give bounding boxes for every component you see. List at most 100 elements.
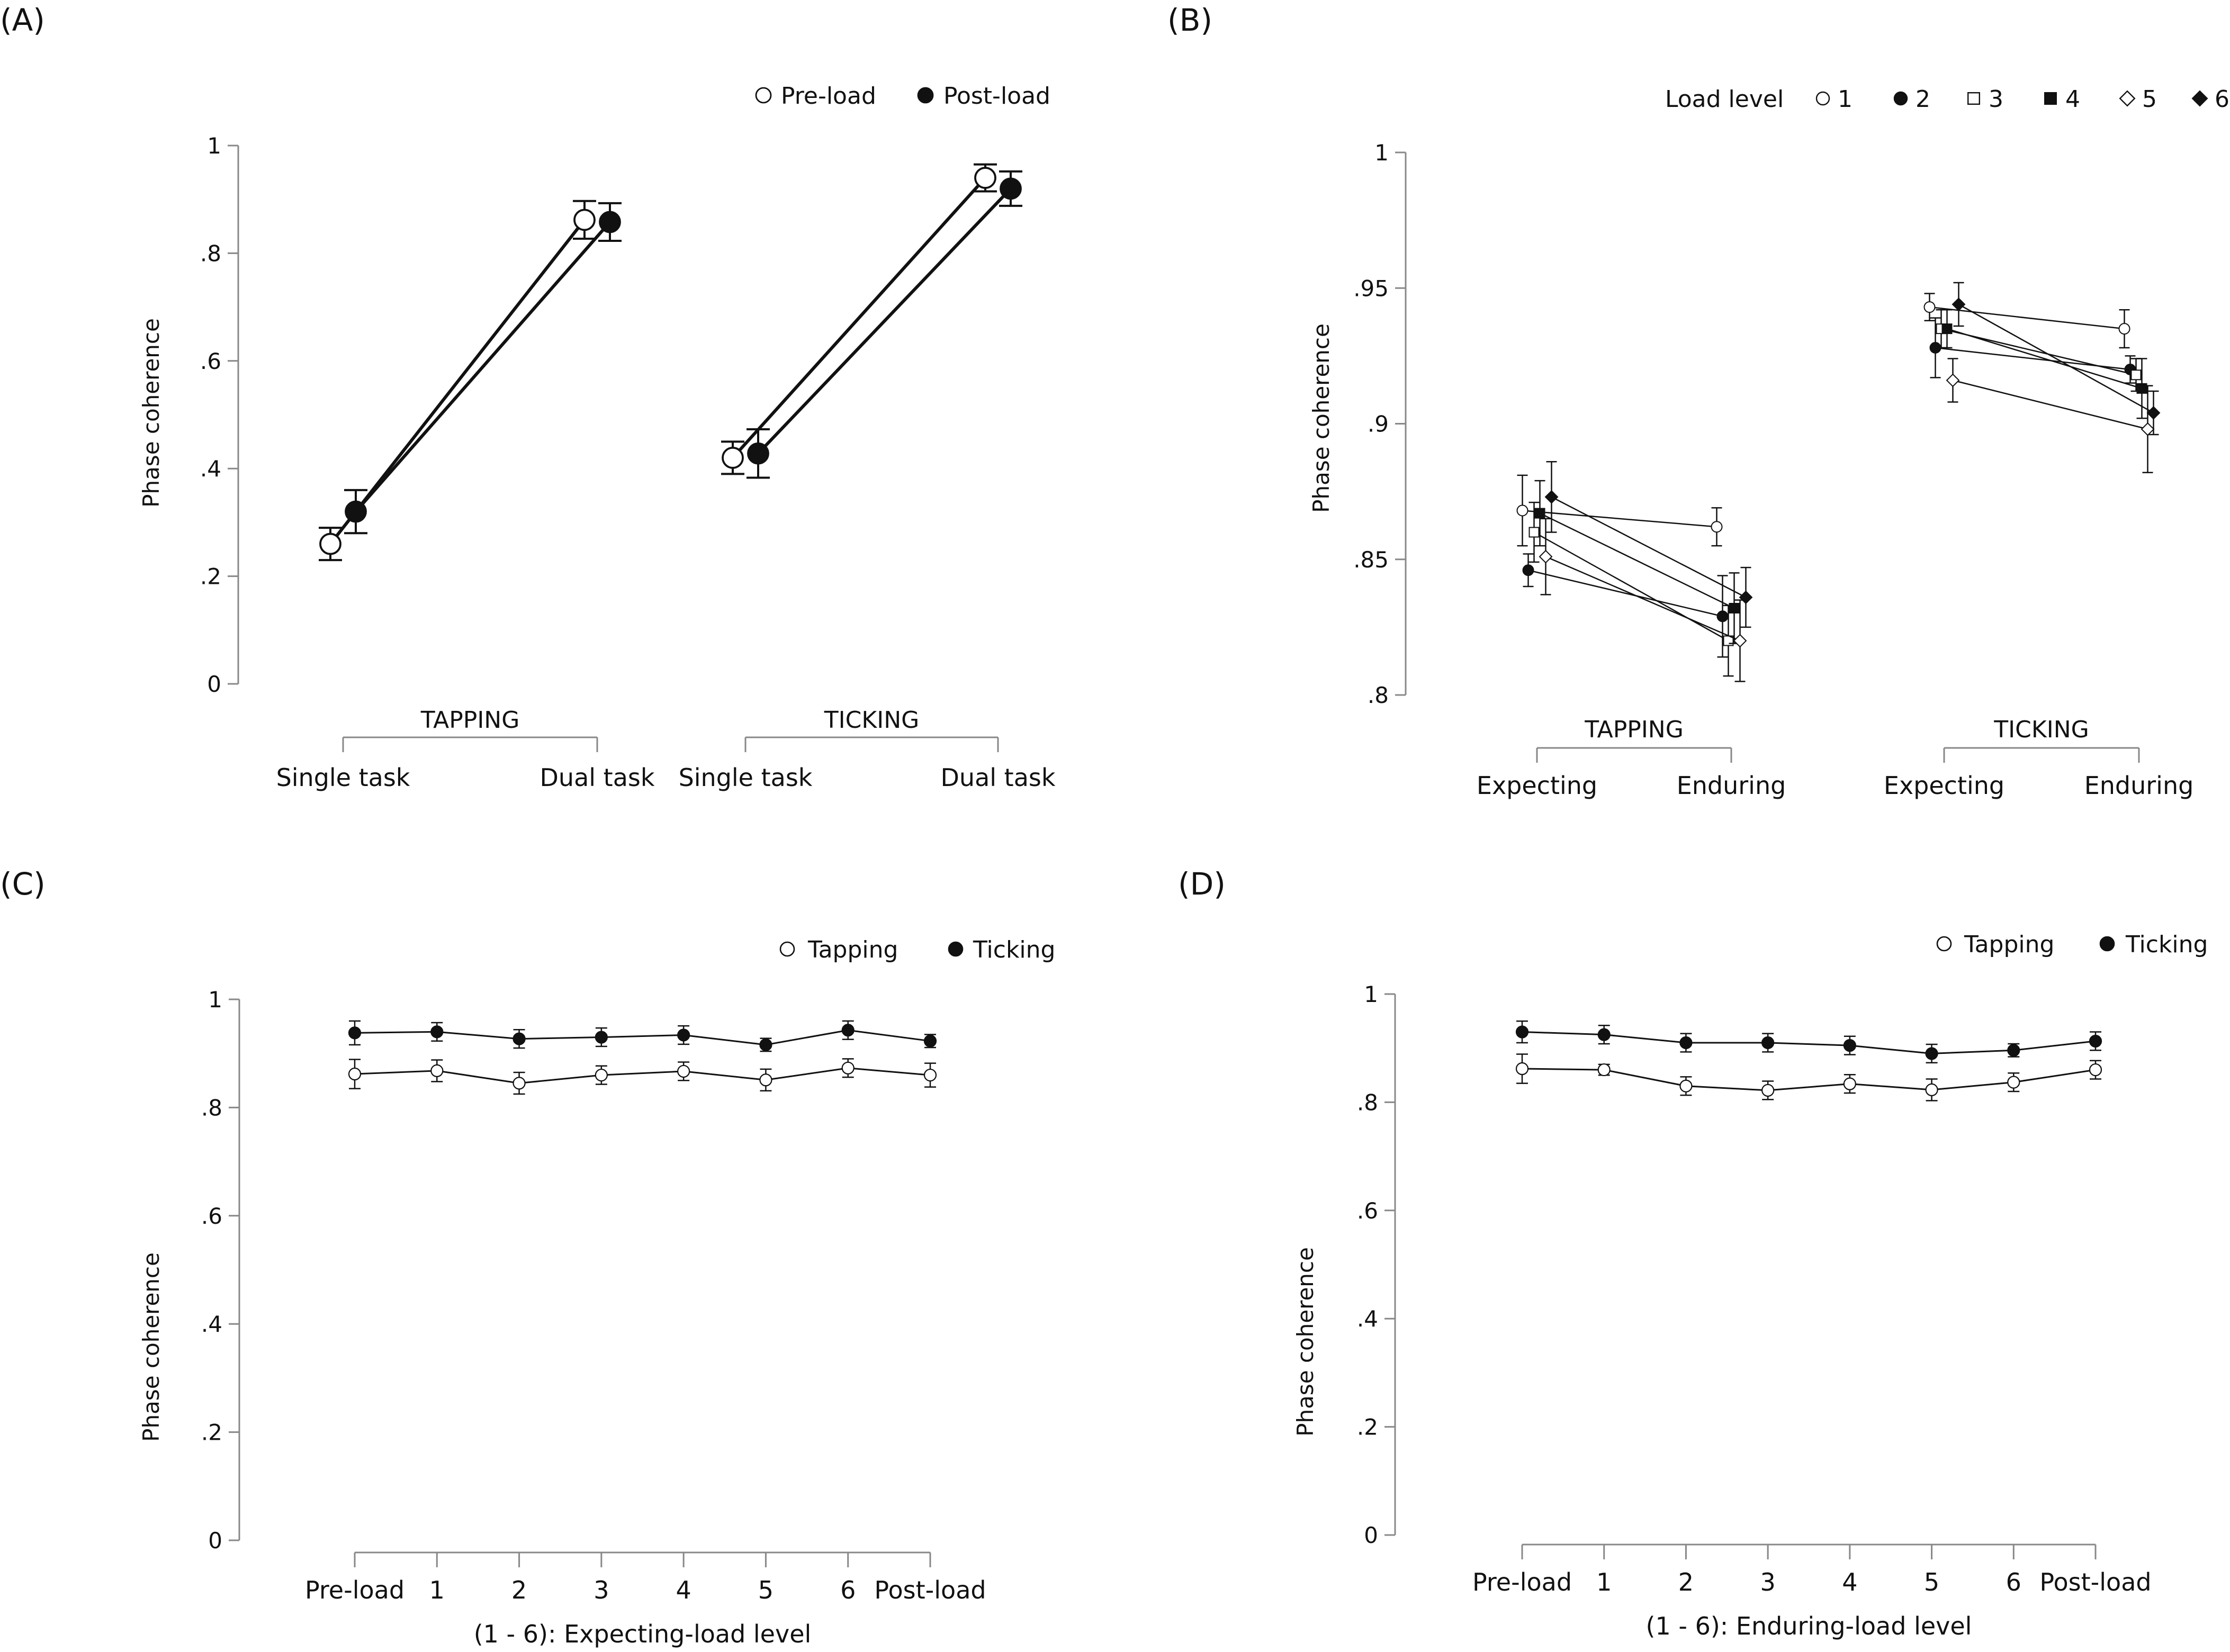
x-tick-label: Post-load xyxy=(2039,1568,2151,1596)
y-tick-label: .8 xyxy=(1368,682,1389,708)
panel-b: (B) Phase coherence .8 .85 .9 .95 1 TAPPING Expe… xyxy=(1167,2,2229,800)
data-point xyxy=(595,1031,608,1044)
legend-item: 5 xyxy=(2119,86,2157,113)
panel-label: (D) xyxy=(1178,866,1226,902)
legend-item: 4 xyxy=(2044,86,2080,113)
series-2 xyxy=(1522,317,2136,658)
y-tick-label: 1 xyxy=(207,133,221,159)
series-1 xyxy=(1516,293,2130,547)
x-category-label: Expecting xyxy=(1884,771,2004,800)
series-line xyxy=(1522,510,1717,528)
group-bracket xyxy=(1536,747,1732,763)
legend-marker xyxy=(1893,91,1908,106)
y-tick-label: 0 xyxy=(208,1528,222,1554)
y-tick-label: .85 xyxy=(1353,547,1389,573)
panel-a: (A) Phase coherence 0 .2 .4 .6 .8 1 TAPPING Singl… xyxy=(0,2,1056,792)
legend-label: 5 xyxy=(2142,86,2157,113)
y-axis-label: Phase coherence xyxy=(1308,323,1334,513)
y-tick-label: .2 xyxy=(1357,1414,1378,1440)
series-4 xyxy=(1534,309,2147,644)
legend-marker xyxy=(948,941,964,957)
data-point xyxy=(2118,323,2130,335)
x-tick-label: 4 xyxy=(676,1576,691,1604)
data-point xyxy=(573,209,596,231)
x-tick-label: 3 xyxy=(594,1576,609,1604)
legend-item: Ticking xyxy=(2099,931,2208,958)
data-point xyxy=(2146,406,2161,420)
legend-label: 1 xyxy=(1838,86,1853,113)
data-point xyxy=(348,1026,362,1040)
y-tick-label: 1 xyxy=(208,987,222,1013)
data-point xyxy=(923,1068,937,1082)
legend-item: Tapping xyxy=(779,936,898,963)
data-point xyxy=(1534,508,1545,519)
legend: Tapping Ticking xyxy=(779,936,1055,963)
legend-label: Pre-load xyxy=(781,83,876,110)
series-3 xyxy=(1528,309,2142,677)
legend-label: 4 xyxy=(2065,86,2080,113)
series-line xyxy=(1929,306,2125,330)
y-tick-label: .6 xyxy=(1357,1198,1378,1224)
series-line xyxy=(354,1067,931,1084)
y-tick-label: .6 xyxy=(200,348,221,374)
series-line xyxy=(1539,512,1735,609)
x-category-label: Enduring xyxy=(1677,771,1786,800)
legend-item: 2 xyxy=(1893,86,1930,113)
y-tick-label: .95 xyxy=(1353,275,1389,301)
group-label: TICKING xyxy=(1993,716,2089,743)
y-tick-label: .8 xyxy=(200,240,221,266)
data-point xyxy=(722,446,744,469)
x-tick-label: 1 xyxy=(1596,1568,1612,1596)
series-line xyxy=(1947,328,2142,390)
legend-label: Ticking xyxy=(973,936,1055,963)
series-tapping xyxy=(348,1058,937,1095)
y-tick-label: 0 xyxy=(207,671,221,697)
data-point xyxy=(1515,1062,1529,1076)
data-point xyxy=(841,1024,855,1037)
data-point xyxy=(1941,323,1953,335)
y-tick-label: 0 xyxy=(1364,1522,1378,1548)
data-point xyxy=(599,211,621,233)
data-point xyxy=(1761,1036,1775,1050)
x-tick-label: Pre-load xyxy=(1472,1568,1572,1596)
legend-title: Load level xyxy=(1665,86,1784,113)
x-category-label: Dual task xyxy=(540,763,655,792)
data-point xyxy=(345,500,367,523)
legend-item: 6 xyxy=(2191,86,2229,113)
data-point xyxy=(1544,490,1559,504)
series-line xyxy=(354,221,612,513)
series-tapping xyxy=(1515,1053,2102,1102)
series-ticking xyxy=(348,1020,937,1052)
series-6 xyxy=(1544,282,2161,628)
legend-item: Ticking xyxy=(948,936,1055,963)
data-point xyxy=(1515,1025,1529,1039)
legend-marker xyxy=(1815,91,1830,106)
panel-c: (C) Phase coherence 0 .2 .4 .6 .8 1 Pre-load 1 2 3 4… xyxy=(0,866,1055,1648)
x-tick-label: 1 xyxy=(429,1576,445,1604)
legend-label: 3 xyxy=(1989,86,2003,113)
y-tick-label: .2 xyxy=(200,564,221,590)
y-axis-label: Phase coherence xyxy=(1292,1247,1318,1437)
data-point xyxy=(677,1064,690,1078)
data-point xyxy=(1952,297,1966,311)
data-point xyxy=(1516,504,1528,517)
x-tick-label: 2 xyxy=(511,1576,527,1604)
series-line xyxy=(1533,531,1729,642)
series-line xyxy=(1953,380,2148,430)
group-bracket xyxy=(744,736,999,752)
x-tick-label: 5 xyxy=(1924,1568,1939,1596)
data-point xyxy=(1739,590,1753,604)
data-point xyxy=(747,442,769,465)
legend-item: Post-load xyxy=(917,83,1050,110)
x-category-label: Dual task xyxy=(941,763,1056,792)
x-tick-label: 5 xyxy=(758,1576,774,1604)
legend-marker xyxy=(2099,936,2115,952)
data-point xyxy=(759,1073,772,1087)
data-point xyxy=(1733,634,1747,648)
x-tick-label: 3 xyxy=(1760,1568,1776,1596)
data-point xyxy=(430,1025,444,1039)
data-point xyxy=(1679,1079,1693,1093)
data-point xyxy=(1843,1077,1856,1090)
series-line xyxy=(757,187,1012,455)
y-tick-label: .8 xyxy=(1357,1089,1378,1115)
